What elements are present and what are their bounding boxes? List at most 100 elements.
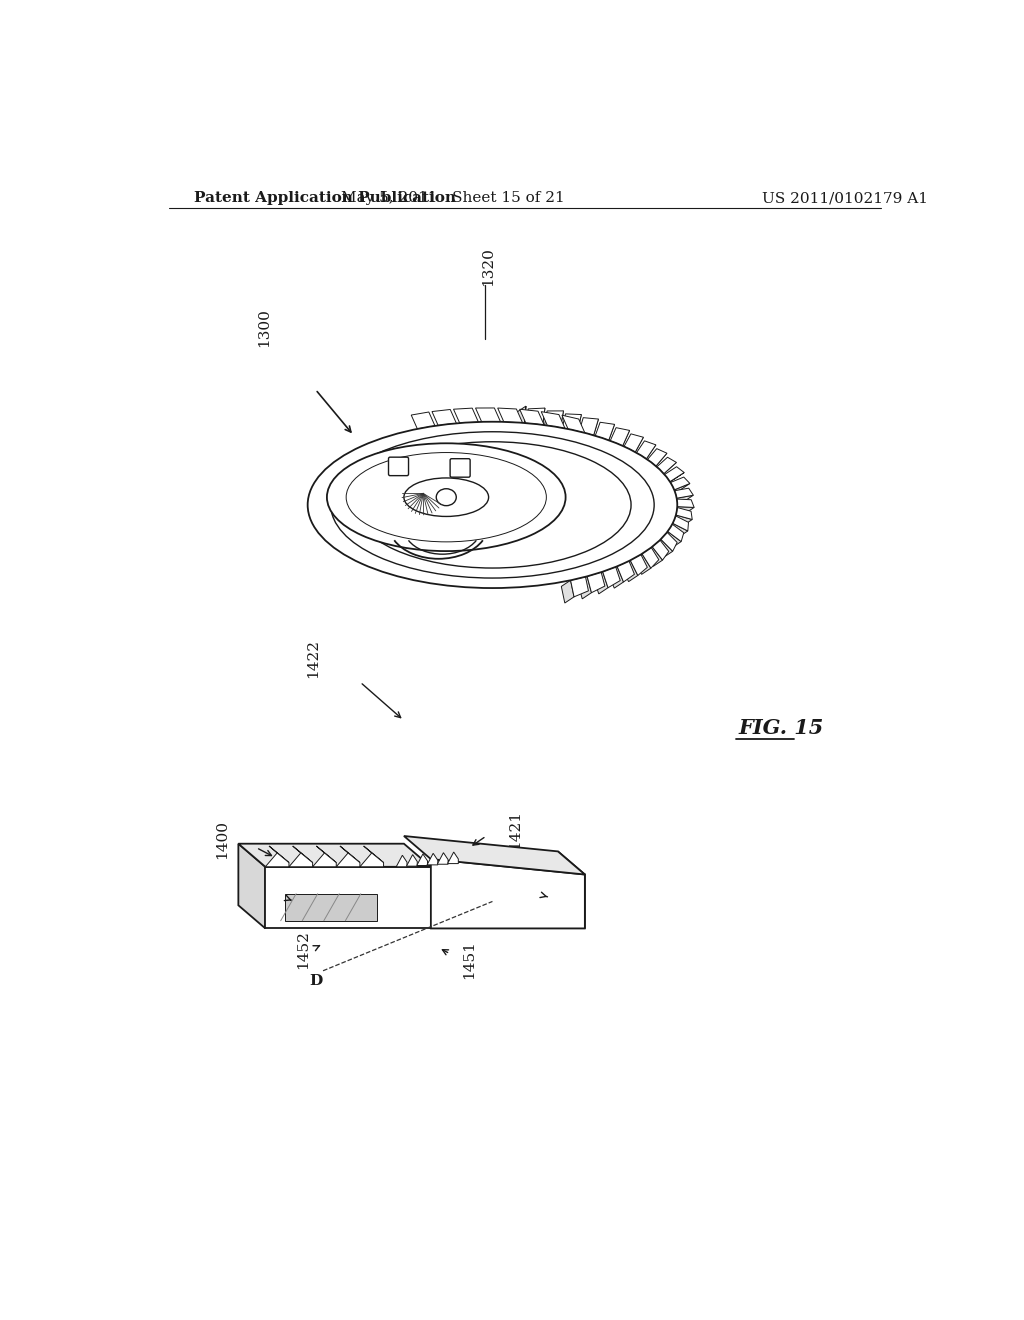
Polygon shape [633,554,651,574]
Polygon shape [336,853,359,867]
Polygon shape [239,843,265,928]
Polygon shape [658,532,681,548]
Polygon shape [437,853,449,865]
Polygon shape [542,412,565,429]
Ellipse shape [327,444,565,552]
Polygon shape [656,457,677,474]
Polygon shape [675,488,693,498]
Text: Patent Application Publication: Patent Application Publication [194,191,456,206]
Polygon shape [403,906,585,928]
Text: 1400: 1400 [215,820,229,859]
Text: 1421: 1421 [508,810,522,849]
Polygon shape [403,836,585,875]
Polygon shape [432,409,457,425]
Polygon shape [316,846,336,863]
Polygon shape [407,854,417,866]
Polygon shape [613,430,630,451]
Text: 1411: 1411 [562,878,575,917]
Polygon shape [447,851,459,863]
Polygon shape [651,540,673,557]
Ellipse shape [436,488,457,506]
Polygon shape [599,424,614,446]
Polygon shape [265,853,289,867]
Polygon shape [642,548,658,568]
Text: 1422: 1422 [306,639,321,678]
Polygon shape [677,499,694,507]
Polygon shape [578,577,592,599]
Polygon shape [562,416,585,433]
Polygon shape [595,422,614,441]
Polygon shape [665,467,684,482]
Polygon shape [660,532,677,552]
Polygon shape [534,408,545,432]
Polygon shape [269,846,289,863]
Polygon shape [545,411,563,428]
Polygon shape [621,560,638,582]
Polygon shape [668,507,694,513]
Polygon shape [498,408,522,422]
Text: D: D [309,974,323,987]
Polygon shape [608,566,624,589]
Polygon shape [617,561,635,582]
Polygon shape [427,853,438,865]
FancyBboxPatch shape [388,457,409,475]
Polygon shape [570,577,589,597]
Polygon shape [624,434,643,453]
Polygon shape [285,894,377,921]
Text: 1412: 1412 [265,878,280,917]
Polygon shape [676,507,692,520]
Polygon shape [593,572,608,594]
Polygon shape [515,407,526,429]
Ellipse shape [307,422,677,589]
Polygon shape [396,855,407,867]
Polygon shape [610,428,630,446]
Polygon shape [454,408,478,422]
Polygon shape [626,437,643,458]
Polygon shape [239,843,431,867]
Polygon shape [660,473,684,488]
Polygon shape [562,414,582,432]
Polygon shape [561,581,574,603]
Polygon shape [475,408,501,422]
Polygon shape [668,495,693,504]
Polygon shape [364,846,384,863]
Polygon shape [643,546,663,566]
Polygon shape [652,540,669,560]
Polygon shape [664,523,688,537]
Polygon shape [585,418,598,441]
Ellipse shape [354,442,631,568]
Polygon shape [340,846,359,863]
Polygon shape [667,515,692,525]
Polygon shape [587,572,605,593]
Polygon shape [673,516,688,531]
Text: FIG. 15: FIG. 15 [739,718,824,738]
Polygon shape [293,846,312,863]
Polygon shape [519,409,544,425]
Polygon shape [412,412,435,429]
Polygon shape [312,853,336,867]
Polygon shape [526,408,545,425]
Polygon shape [431,859,585,928]
Polygon shape [630,554,647,576]
Polygon shape [568,414,582,437]
Polygon shape [647,453,667,473]
FancyBboxPatch shape [451,459,470,478]
Polygon shape [524,407,526,422]
Polygon shape [668,524,684,541]
Polygon shape [289,853,312,867]
Text: May 5, 2011   Sheet 15 of 21: May 5, 2011 Sheet 15 of 21 [341,191,564,206]
Polygon shape [551,411,563,434]
Polygon shape [265,867,431,928]
Ellipse shape [403,478,488,516]
Polygon shape [580,417,598,436]
Text: 1451: 1451 [462,940,476,978]
Polygon shape [637,441,656,459]
Polygon shape [359,853,384,867]
Text: US 2011/0102179 A1: US 2011/0102179 A1 [762,191,928,206]
Ellipse shape [331,432,654,578]
Polygon shape [603,566,621,587]
Text: 1320: 1320 [481,247,495,285]
Polygon shape [637,445,656,465]
Polygon shape [654,462,677,480]
Polygon shape [417,854,428,866]
